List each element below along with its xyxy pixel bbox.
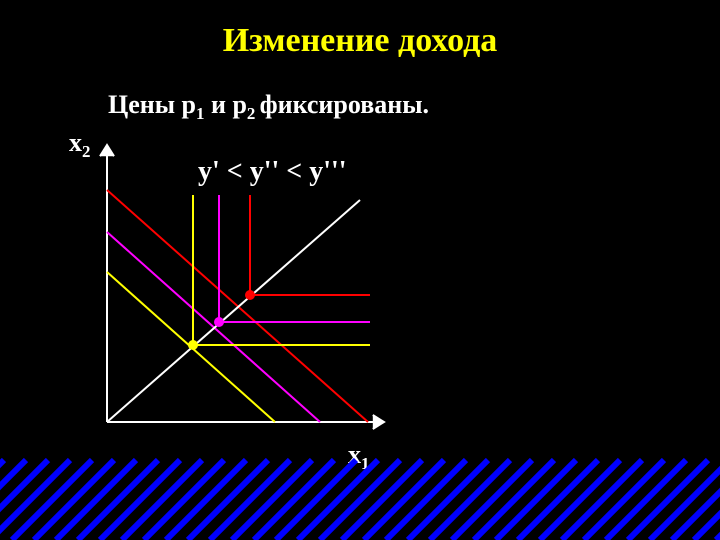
bottom-hatch: [0, 460, 720, 540]
x-axis-arrow: [373, 415, 384, 429]
y-axis-arrow: [100, 145, 114, 156]
expansion-ray: [107, 200, 360, 422]
tangency-dot-1: [214, 317, 224, 327]
tangency-dot-2: [245, 290, 255, 300]
tangency-dot-0: [188, 340, 198, 350]
diagram-svg: [0, 0, 720, 540]
